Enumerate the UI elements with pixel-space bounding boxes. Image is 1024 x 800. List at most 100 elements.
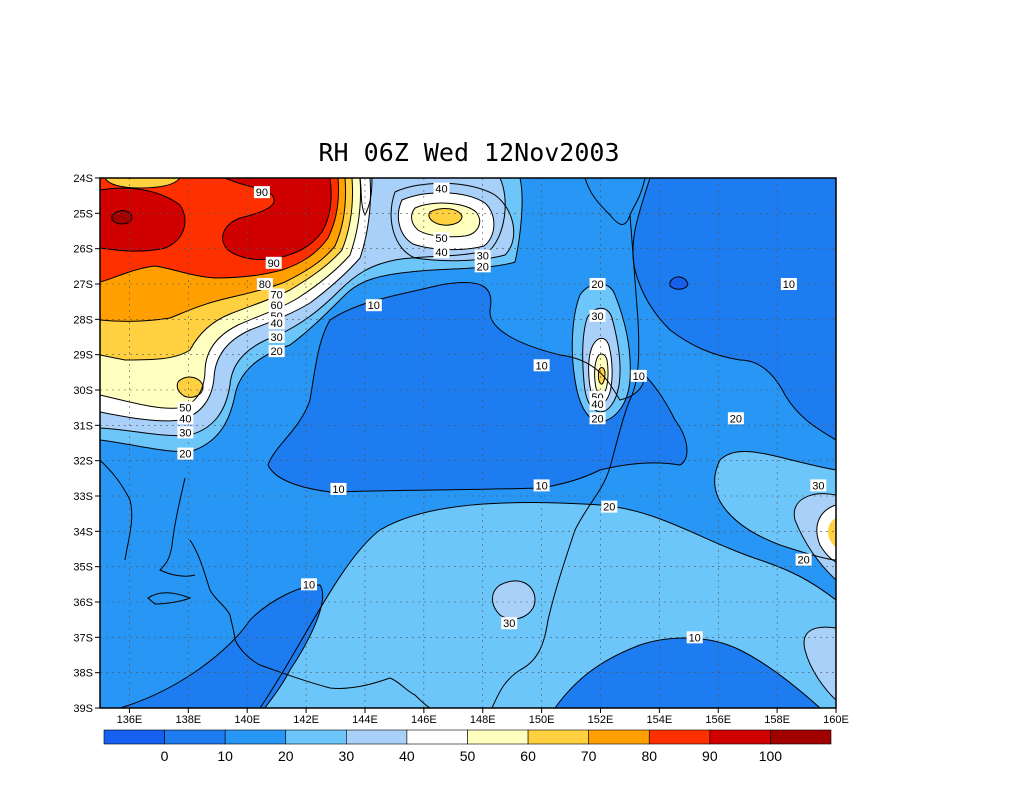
contour-label: 20 (589, 412, 606, 425)
rh-fill-30-40-se (804, 627, 836, 700)
contour-label: 20 (268, 345, 285, 358)
contour-label-text: 70 (271, 290, 283, 302)
contour-line (259, 502, 836, 708)
contour-line (100, 187, 186, 252)
colorbar-swatch (527, 729, 589, 745)
contour-label-bg (365, 299, 382, 312)
contour-label: 10 (330, 482, 347, 496)
colorbar-label: 30 (339, 748, 355, 764)
rh-fill-lt10-central (268, 282, 687, 492)
contour-label-text: 10 (689, 632, 701, 644)
contour-label-text: 40 (591, 399, 603, 411)
contour-label: 10 (780, 278, 797, 291)
rh-fill-60-70-top (105, 178, 180, 188)
lon-tick-label: 146E (411, 714, 437, 726)
lat-lon-grid (100, 178, 836, 708)
lat-tick-label: 32S (73, 456, 93, 468)
contour-label: 40 (268, 316, 285, 330)
rh-fill-40-50-east (816, 505, 836, 562)
colorbar-swatch (346, 729, 408, 745)
colorbar-swatch (588, 729, 650, 745)
lon-tick-label: 138E (175, 714, 201, 726)
contour-line (104, 178, 181, 189)
colorbar-label: 100 (759, 748, 783, 764)
contour-label: 30 (810, 479, 827, 492)
contour-label-text: 10 (303, 579, 315, 591)
contour-label: 20 (795, 553, 812, 567)
rh-fill-30-40-south-blob (492, 580, 535, 620)
contour-label-bg (268, 316, 285, 329)
contour-label-text: 50 (179, 403, 191, 415)
contour-line (397, 192, 495, 251)
colorbar-swatch (709, 729, 771, 745)
rh-fill-60-70-152e (598, 367, 605, 385)
contour-line (428, 208, 463, 226)
contour-label-bg (433, 246, 450, 259)
contour-label-text: 40 (179, 413, 191, 425)
contour-label: 10 (365, 299, 382, 312)
lon-tick-label: 156E (705, 714, 731, 726)
contour-label-bg (268, 288, 285, 301)
contour-line (714, 450, 836, 561)
lat-tick-label: 31S (73, 420, 93, 432)
contour-label-bg (177, 447, 194, 460)
contour-label-text: 30 (477, 251, 489, 263)
contour-label-text: 10 (368, 300, 380, 312)
coastline-south (234, 639, 431, 708)
contour-line (411, 202, 480, 238)
contour-line (492, 580, 536, 620)
contour-label-text: 30 (503, 618, 515, 630)
colorbar-label: 90 (702, 748, 718, 764)
contour-label-bg (589, 412, 606, 425)
contour-label: 30 (268, 331, 285, 344)
contour-label-bg (474, 260, 491, 273)
lon-tick-label: 154E (647, 714, 673, 726)
colorbar-swatch (770, 729, 832, 745)
contour-label: 70 (268, 288, 285, 302)
contour-label: 60 (268, 299, 285, 312)
contour-label-bg (630, 369, 647, 382)
contour-label: 40 (177, 412, 194, 425)
contour-line (390, 182, 515, 262)
colorbar-label: 80 (641, 748, 657, 764)
contour-label-bg (589, 309, 606, 322)
contour-label-bg (686, 631, 703, 644)
colorbar-label: 0 (161, 748, 169, 764)
contour-label-text: 10 (332, 484, 344, 496)
colorbar-swatch (164, 729, 226, 745)
contour-label: 20 (177, 447, 194, 461)
lon-tick-label: 152E (588, 714, 614, 726)
contour-line (111, 210, 133, 225)
contour-label: 10 (630, 369, 647, 383)
contour-label-text: 40 (271, 318, 283, 330)
contour-label: 30 (177, 426, 194, 439)
contour-label-bg (533, 479, 550, 492)
contour-label-bg (474, 249, 491, 262)
contour-label: 20 (601, 500, 618, 514)
contour-label: 80 (256, 278, 273, 291)
lat-tick-label: 38S (73, 668, 93, 680)
lon-tick-label: 148E (470, 714, 496, 726)
lat-tick-label: 29S (73, 350, 93, 362)
colorbar-swatch (285, 729, 347, 745)
contour-label-bg (330, 482, 347, 495)
longitude-axis: 136E 138E 140E 142E 144E 146E 148E 150E 152E 154E… (117, 708, 849, 726)
lat-tick-label: 27S (73, 279, 93, 291)
lat-tick-label: 28S (73, 314, 93, 326)
contour-label: 90 (253, 186, 270, 199)
colorbar-label: 20 (278, 748, 294, 764)
contour-label-bg (268, 345, 285, 358)
colorbar-swatch (224, 729, 287, 745)
contour-label-bg (256, 278, 273, 290)
lon-tick-label: 160E (823, 714, 849, 726)
rh-fill-lt0-spot (670, 276, 688, 290)
lat-tick-label: 35S (73, 562, 93, 574)
rh-fill-60-70-138e (177, 377, 204, 398)
contour-label: 30 (474, 249, 491, 263)
contour-line (816, 504, 836, 563)
rh-fill-90-100-west (100, 188, 185, 252)
lon-tick-label: 140E (234, 714, 260, 726)
contour-label-bg (177, 426, 194, 439)
contour-label-text: 90 (256, 187, 268, 199)
